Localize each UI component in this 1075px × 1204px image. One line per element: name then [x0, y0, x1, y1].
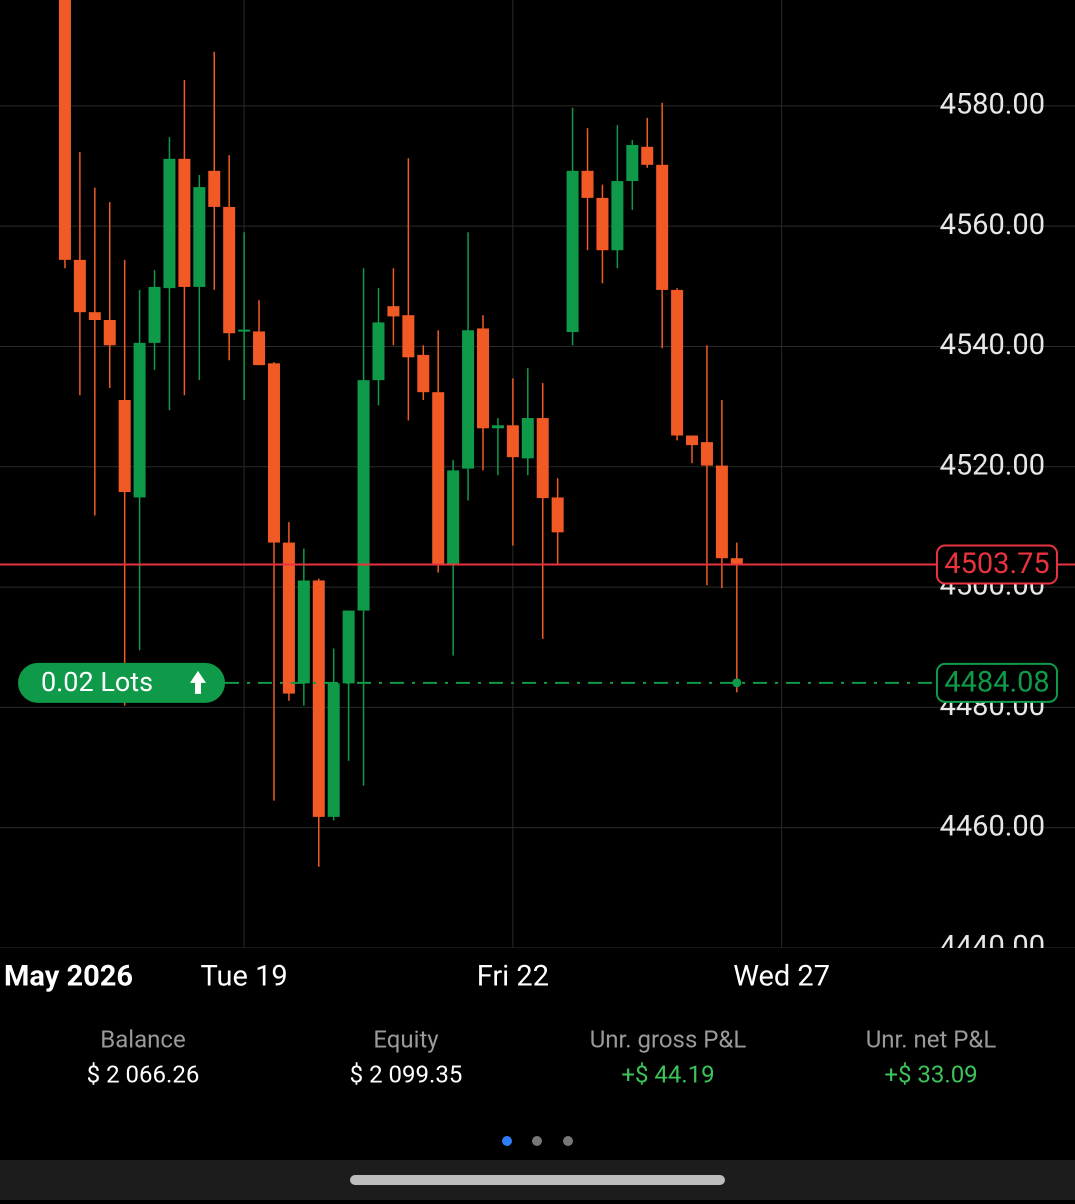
position-label-box [936, 662, 1058, 703]
y-tick-label: 4460.00 [940, 809, 1045, 843]
position-dot [732, 678, 742, 688]
candle-body [551, 497, 564, 533]
account-value: +$ 33.09 [884, 1060, 977, 1088]
candle-body [402, 315, 415, 358]
account-value: $ 2 066.26 [87, 1060, 200, 1088]
candle-body [208, 170, 221, 207]
candle-body [477, 328, 490, 429]
candle-body [73, 259, 86, 313]
plot: 4440.004460.004480.004500.004520.004540.… [0, 0, 1075, 964]
candle-body [656, 164, 669, 290]
candle-body [491, 425, 504, 429]
candle-body [521, 418, 534, 459]
y-tick-label: 4580.00 [940, 88, 1045, 122]
arrow-up-icon [190, 670, 206, 694]
candle-body [238, 329, 251, 332]
home-handle[interactable] [350, 1175, 725, 1185]
candle-body [193, 187, 206, 287]
candle-body [103, 320, 116, 346]
account-label: Balance [100, 1025, 185, 1053]
account-value: $ 2 099.35 [350, 1060, 463, 1088]
candle-body [372, 322, 385, 381]
candle-body [462, 330, 475, 469]
x-tick-label: Tue 19 [201, 960, 288, 994]
candle-body [357, 380, 370, 611]
candle-body [700, 442, 713, 466]
page-dot[interactable] [532, 1136, 542, 1146]
price-label-box [936, 544, 1058, 585]
candle-body [253, 331, 266, 366]
candle-body [641, 146, 654, 165]
x-tick-label: Wed 27 [733, 960, 830, 994]
candle-body [581, 170, 594, 198]
candle-body [118, 400, 131, 493]
candle-body [686, 435, 699, 446]
candle-body [297, 580, 310, 684]
candle-body [178, 158, 191, 287]
candle-body [327, 683, 340, 817]
y-tick-label: 4560.00 [940, 208, 1045, 242]
candle-body [282, 542, 295, 694]
candle-body [611, 181, 624, 251]
lots-badge[interactable] [18, 662, 225, 703]
candle-body [58, 0, 71, 260]
candle-body [133, 342, 146, 498]
x-tick-label: Fri 22 [477, 960, 549, 994]
candle-body [671, 289, 684, 436]
candle-body [715, 465, 728, 559]
candle-body [432, 392, 445, 566]
candle-body [312, 580, 325, 817]
candle-body [223, 206, 236, 334]
account-label: Equity [373, 1025, 439, 1053]
page-dot-active[interactable] [502, 1136, 512, 1146]
candle-body [506, 425, 519, 458]
y-tick-label: 4440.00 [940, 930, 1045, 964]
candle-body [536, 418, 549, 499]
candle-body [626, 144, 639, 182]
candle-body [596, 197, 609, 251]
period-label: May 2026 [4, 960, 133, 994]
candle-body [267, 363, 280, 543]
candle-body [417, 354, 430, 393]
account-value: +$ 44.19 [621, 1060, 714, 1088]
account-label: Unr. net P&L [866, 1025, 997, 1053]
page-dot[interactable] [563, 1136, 573, 1146]
candle-body [148, 286, 161, 343]
candle-body [447, 470, 460, 566]
y-tick-label: 4520.00 [940, 448, 1045, 482]
lots-label: 0.02 Lots [41, 666, 153, 698]
candle-body [88, 312, 101, 321]
candle-body [163, 158, 176, 289]
candle-body [730, 558, 743, 565]
candle-body [387, 306, 400, 317]
candle-body [566, 170, 579, 333]
position-label: 4484.08 [944, 666, 1049, 700]
candle-body [342, 610, 355, 684]
account-label: Unr. gross P&L [590, 1025, 747, 1053]
price-label: 4503.75 [944, 547, 1049, 581]
y-tick-label: 4540.00 [940, 328, 1045, 362]
